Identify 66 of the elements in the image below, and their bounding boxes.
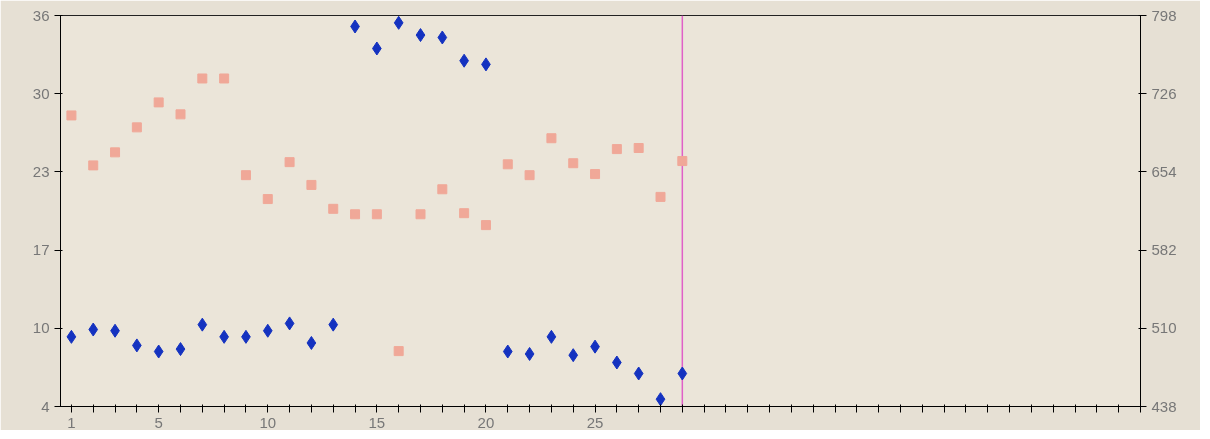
point <box>459 208 470 219</box>
y2-tick-label: 582 <box>1151 241 1177 259</box>
point <box>306 335 317 350</box>
point <box>393 346 404 357</box>
point <box>524 170 535 181</box>
point <box>197 73 208 84</box>
point <box>306 179 317 190</box>
point <box>546 329 557 344</box>
y-tick-label: 10 <box>32 319 50 337</box>
point <box>437 30 448 45</box>
point <box>328 317 339 332</box>
x-tick-label: 10 <box>259 413 277 431</box>
x-tick-label: 25 <box>586 413 604 431</box>
point <box>110 147 121 158</box>
point <box>524 346 535 361</box>
y-tick-label: 4 <box>41 397 50 415</box>
y-tick-label: 30 <box>32 84 50 102</box>
point <box>415 28 426 43</box>
point <box>655 392 666 407</box>
point <box>371 209 382 220</box>
point <box>480 220 491 231</box>
y2-tick-label: 726 <box>1151 84 1177 102</box>
point <box>66 110 77 121</box>
point <box>175 342 186 357</box>
y-tick-label: 17 <box>32 241 50 259</box>
y-tick-label: 23 <box>32 162 50 180</box>
point <box>437 184 448 195</box>
point <box>546 133 557 144</box>
point <box>262 194 273 205</box>
point <box>611 144 622 155</box>
point <box>131 122 142 133</box>
point <box>633 366 644 381</box>
point <box>677 156 688 167</box>
point <box>219 73 230 84</box>
x-tick-label: 1 <box>67 413 76 431</box>
point <box>350 209 361 220</box>
point <box>502 344 513 359</box>
point <box>655 191 666 202</box>
point <box>568 158 579 169</box>
point <box>677 366 688 381</box>
y2-tick-label: 438 <box>1151 397 1177 415</box>
point <box>633 143 644 154</box>
x-tick-label: 5 <box>154 413 163 431</box>
point <box>284 316 295 331</box>
point <box>262 323 273 338</box>
point <box>568 348 579 363</box>
point <box>502 159 513 170</box>
y2-tick-label: 798 <box>1151 6 1177 24</box>
point <box>88 322 99 337</box>
y2-tick-label: 654 <box>1151 162 1177 180</box>
point <box>66 329 77 344</box>
point <box>153 97 164 108</box>
point <box>590 169 601 180</box>
x-tick-label: 15 <box>368 413 386 431</box>
point <box>328 203 339 214</box>
point <box>88 160 99 171</box>
x-tick-label: 20 <box>477 413 495 431</box>
point <box>197 317 208 332</box>
point <box>240 170 251 181</box>
y-tick-label: 36 <box>32 6 50 24</box>
y2-tick-label: 510 <box>1151 319 1177 337</box>
point <box>415 209 426 220</box>
point <box>153 344 164 359</box>
point <box>175 109 186 120</box>
point <box>393 15 404 30</box>
point <box>284 157 295 168</box>
